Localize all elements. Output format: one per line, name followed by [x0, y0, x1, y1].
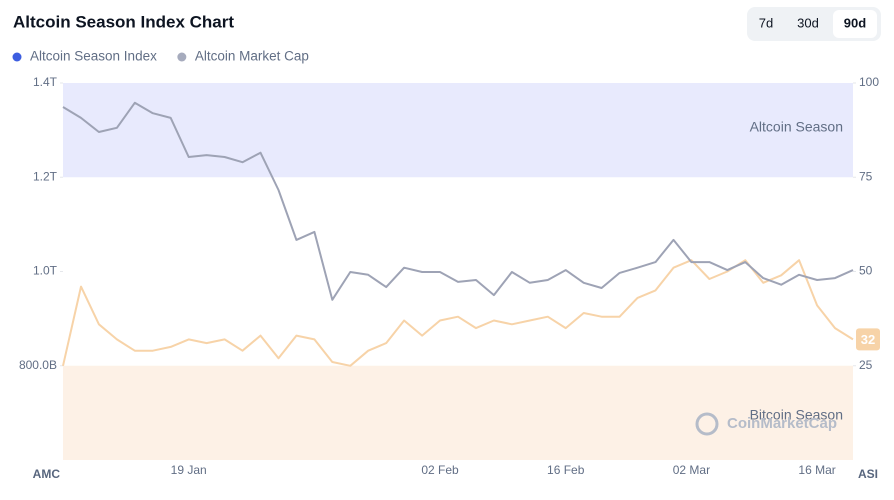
y-tick-label: 1.0T — [33, 264, 58, 278]
y2-tick-label: 50 — [859, 264, 873, 278]
watermark-logo — [695, 412, 719, 436]
legend-marker — [12, 52, 22, 62]
y2-tick-label: 100 — [859, 75, 879, 89]
range-button[interactable] — [833, 10, 877, 38]
chart-title: Altcoin Season Index Chart — [13, 12, 234, 31]
band-label: Bitcoin Season — [750, 407, 843, 423]
legend-label: Altcoin Season Index — [30, 49, 157, 64]
range-button-label[interactable]: 7d — [759, 15, 773, 30]
band — [63, 365, 853, 460]
band — [63, 83, 853, 178]
legend-marker — [177, 52, 187, 62]
line-series — [62, 101, 854, 301]
x-tick-label: 16 Feb — [547, 463, 585, 477]
range-button-label[interactable]: 30d — [797, 15, 819, 30]
x-tick-label: 02 Mar — [673, 463, 710, 477]
y2-axis-title: ASI — [858, 467, 878, 481]
last-value-badge — [856, 328, 880, 351]
band-label: Altcoin Season — [750, 119, 843, 135]
x-tick-label: 19 Jan — [171, 463, 207, 477]
x-tick-label: 02 Feb — [421, 463, 459, 477]
x-tick-label: 16 Mar — [798, 463, 835, 477]
y-axis-title: AMC — [33, 467, 61, 481]
y2-tick-label: 75 — [859, 169, 873, 183]
legend-label: Altcoin Market Cap — [195, 49, 309, 64]
y-tick-label: 800.0B — [19, 358, 57, 372]
range-button-label[interactable]: 90d — [844, 15, 866, 30]
y-tick-label: 1.4T — [33, 75, 58, 89]
y-tick-label: 1.2T — [33, 169, 58, 183]
last-value-label: 32 — [861, 332, 875, 347]
line-series — [62, 259, 854, 367]
watermark: CoinMarketCap — [727, 415, 837, 432]
y2-tick-label: 25 — [859, 358, 873, 372]
